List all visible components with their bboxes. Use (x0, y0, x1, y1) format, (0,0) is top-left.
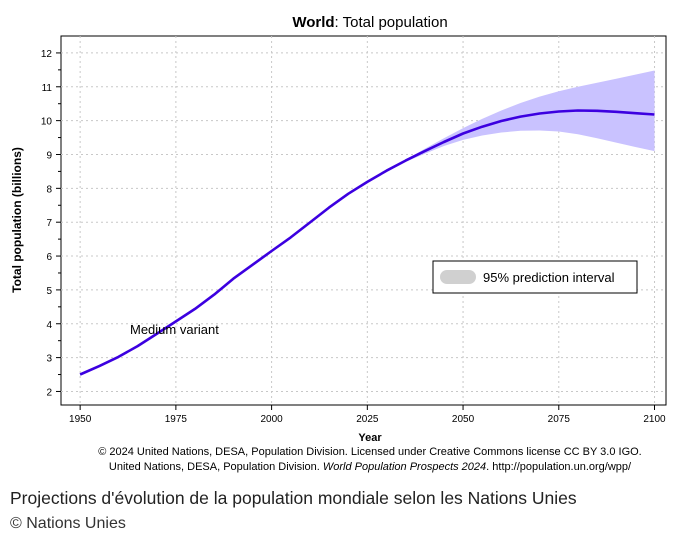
source-line-2-italic: World Population Prospects 2024 (323, 461, 486, 473)
x-tick-label: 2050 (452, 414, 475, 425)
figure-credit: © Nations Unies (10, 515, 126, 532)
legend-label: 95% prediction interval (483, 270, 615, 285)
legend: 95% prediction interval (432, 260, 638, 294)
figure-caption: Projections d'évolution de la population… (10, 488, 577, 508)
source-line-1: © 2024 United Nations, DESA, Population … (98, 446, 642, 458)
source-line-2-b: . http://population.un.org/wpp/ (486, 461, 632, 473)
medium-variant-line (79, 109, 655, 376)
y-tick-label: 3 (46, 354, 52, 365)
y-tick-label: 5 (46, 286, 52, 297)
y-tick-label: 10 (41, 117, 53, 128)
chart-title: World: Total population (292, 14, 447, 31)
x-tick-label: 2100 (643, 414, 666, 425)
y-tick-label: 8 (46, 184, 52, 195)
y-tick-label: 4 (46, 320, 52, 331)
y-tick-label: 6 (46, 252, 52, 263)
chart: World: Total population 1950 1975 2000 2025… (10, 14, 667, 473)
y-tick-label: 9 (46, 150, 52, 161)
source-line-2-a: United Nations, DESA, Population Divisio… (109, 461, 323, 473)
medium-variant-label: Medium variant (130, 322, 219, 337)
y-tick-label: 7 (46, 218, 52, 229)
x-tick-label: 2075 (548, 414, 571, 425)
x-tick-label: 2000 (260, 414, 283, 425)
x-tick-label: 2025 (356, 414, 379, 425)
chart-title-bold: World (292, 14, 334, 31)
axis-ticks: 1950 1975 2000 2025 2050 2075 2100 2 3 4 5 6 7 8 9 10 11… (41, 49, 666, 425)
y-tick-label: 2 (46, 387, 52, 398)
y-tick-label: 12 (41, 49, 53, 60)
x-axis-label: Year (358, 432, 382, 444)
y-tick-label: 11 (42, 83, 53, 94)
chart-title-rest: : Total population (335, 14, 448, 31)
legend-swatch (440, 270, 476, 284)
y-axis-label: Total population (billions) (10, 147, 24, 293)
x-tick-label: 1950 (69, 414, 92, 425)
x-tick-label: 1975 (165, 414, 188, 425)
source-line-2: United Nations, DESA, Population Divisio… (109, 461, 632, 473)
